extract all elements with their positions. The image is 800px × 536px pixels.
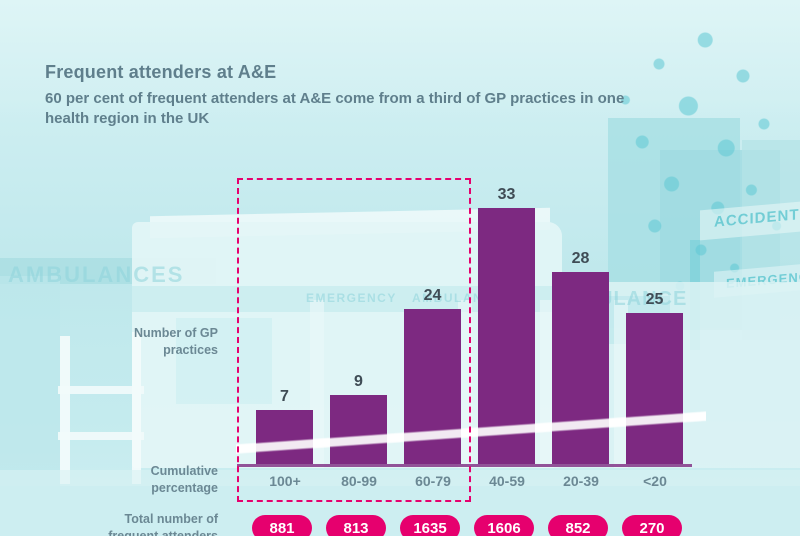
bar-value-under-20: 25 (645, 291, 664, 308)
photo-rail-right (132, 332, 141, 484)
bar-value-20-39: 28 (571, 250, 590, 267)
chart-baseline (237, 464, 692, 467)
highlight-dashed-box (237, 178, 471, 502)
pill-row-label: Total number of frequent attenders (108, 512, 218, 536)
bar-value-40-59: 33 (497, 186, 516, 203)
photo-rail-left (60, 336, 70, 484)
heading-block: Frequent attenders at A&E 60 per cent of… (45, 62, 665, 129)
photo-word-ulance-right: ULANCE (598, 288, 688, 310)
photo-door-box (0, 276, 60, 488)
pill-total-under-20[interactable]: 270 (622, 515, 682, 536)
bar-value-80-99: 9 (354, 373, 363, 390)
pill-total-40-59[interactable]: 1606 (474, 515, 534, 536)
photo-ambulance-window (176, 318, 272, 404)
photo-word-ambulances-left: AMBULANCES (8, 262, 185, 287)
y-axis-label: Number of GP practices (133, 326, 218, 357)
photo-kerb (0, 470, 800, 488)
pill-total-100-plus[interactable]: 881 (252, 515, 312, 536)
category-label-80-99: 80-99 (341, 473, 377, 489)
bar-value-100-plus: 7 (280, 388, 289, 405)
photo-tree-canopy (596, 10, 800, 310)
bar-value-60-79: 24 (423, 287, 442, 304)
photo-rail-cross-2 (58, 432, 144, 440)
category-label-60-79: 60-79 (415, 473, 451, 489)
category-label-100-plus: 100+ (269, 473, 301, 489)
photo-rail-cross-1 (58, 386, 144, 394)
pill-total-20-39[interactable]: 852 (548, 515, 608, 536)
category-label-40-59: 40-59 (489, 473, 525, 489)
page-title: Frequent attenders at A&E (45, 62, 277, 82)
ramp-overlay-front (236, 404, 706, 468)
x-axis-label: Cumulative percentage (150, 464, 218, 495)
photo-word-emergency: EMERGENCY (306, 291, 397, 305)
pill-total-60-79[interactable]: 1635 (400, 515, 460, 536)
page-subtitle: 60 per cent of frequent attenders at A&E… (45, 90, 625, 127)
pill-total-80-99[interactable]: 813 (326, 515, 386, 536)
category-label-20-39: 20-39 (563, 473, 599, 489)
category-label-under-20: <20 (643, 473, 667, 489)
